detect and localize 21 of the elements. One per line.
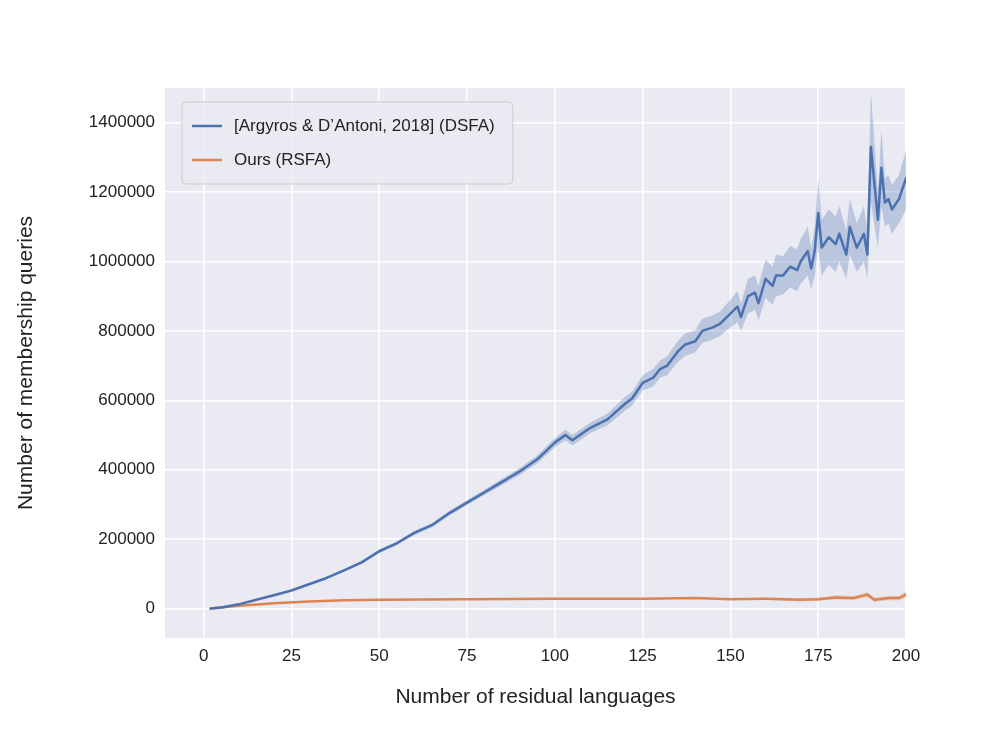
x-tick-label: 50 [369,645,389,665]
x-tick-label: 75 [457,645,477,665]
y-tick-label: 1400000 [88,112,155,132]
y-tick-label: 1000000 [88,251,155,271]
x-tick-label: 200 [891,645,921,665]
x-tick-label: 125 [628,645,657,665]
x-tick-label: 175 [804,645,833,665]
y-tick-label: 0 [145,598,155,618]
y-tick-label: 600000 [98,389,155,409]
x-tick-label: 150 [716,645,745,665]
y-tick-label: 400000 [98,459,155,479]
legend-label: Ours (RSFA) [234,149,332,169]
x-tick-label: 25 [281,645,301,665]
y-axis-title: Number of membership queries [13,215,37,511]
x-tick-label: 100 [540,645,569,665]
y-tick-label: 1200000 [88,181,155,201]
legend-label: [Argyros & D’Antoni, 2018] (DSFA) [234,115,495,135]
y-tick-label: 800000 [98,320,155,340]
y-tick-label: 200000 [98,528,155,548]
x-tick-label: 0 [198,645,209,665]
x-axis-title: Number of residual languages [395,684,676,708]
